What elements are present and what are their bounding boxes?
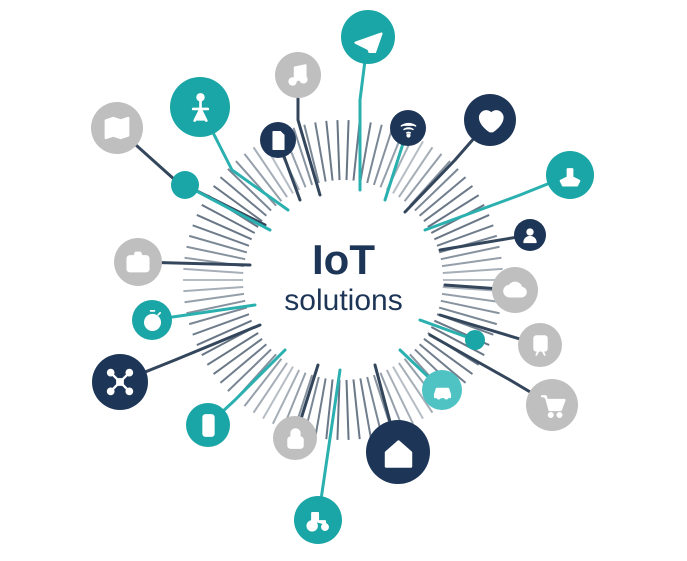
document-icon [260, 122, 296, 158]
center-label: IoT solutions [284, 235, 402, 317]
surveyor-icon [170, 77, 230, 137]
node-dot [465, 330, 485, 350]
airplane-icon [341, 10, 395, 64]
center-title-line1: IoT [284, 235, 402, 283]
node-dot [171, 171, 199, 199]
mobile-icon [186, 403, 230, 447]
train-icon [518, 323, 562, 367]
map-icon [91, 102, 143, 154]
cart-icon [526, 379, 578, 431]
wifi-icon [390, 110, 426, 146]
lock-icon [273, 416, 317, 460]
center-title-line2: solutions [284, 283, 402, 317]
stopwatch-icon [132, 300, 172, 340]
iot-infographic: IoT solutions [0, 0, 687, 561]
cloud-icon [492, 267, 538, 313]
smarthome-icon [366, 420, 430, 484]
tractor-icon [294, 496, 342, 544]
ship-icon [546, 151, 594, 199]
car-icon [422, 370, 462, 410]
drone-icon [92, 354, 148, 410]
heartbeat-icon [464, 94, 516, 146]
user-icon [514, 219, 546, 251]
camera-icon [114, 238, 162, 286]
music-icon [275, 52, 321, 98]
